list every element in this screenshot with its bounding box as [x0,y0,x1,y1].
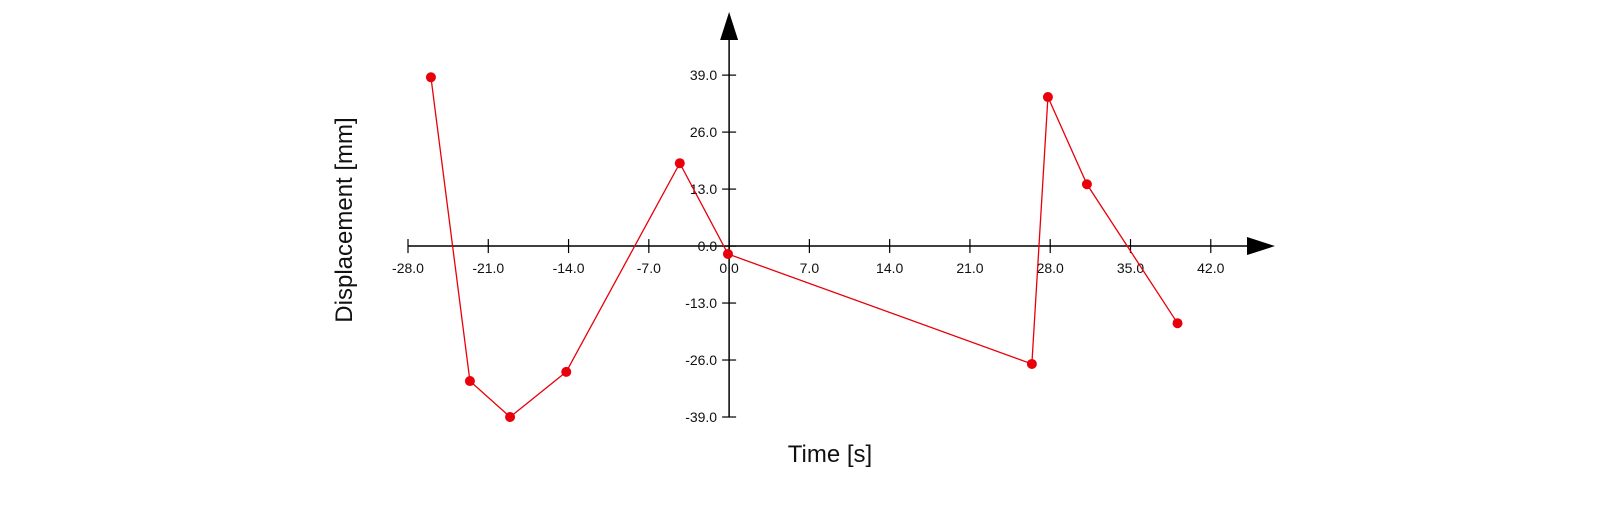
y-tick-label: -13.0 [685,295,717,311]
data-line [430,77,1179,418]
y-tick-label: -26.0 [685,352,717,368]
y-tick-label: -39.0 [685,409,717,425]
x-tick-label: 7.0 [800,260,820,276]
y-tick-label: 0.0 [698,238,718,254]
data-point [505,412,516,422]
x-tick-label: -14.0 [553,260,585,276]
x-tick-label: -21.0 [472,260,504,276]
x-axis-arrow [1247,237,1275,256]
y-axis-title: Displacement [mm] [331,117,358,322]
x-tick-label: 28.0 [1037,260,1064,276]
y-tick-label: 13.0 [690,181,717,197]
data-point [1026,358,1037,369]
data-point [674,158,685,169]
x-tick-label: 21.0 [956,260,983,276]
data-point [722,248,733,259]
x-tick-label: -7.0 [637,260,661,276]
x-tick-label: -28.0 [392,260,424,276]
data-point [561,366,572,377]
data-point [1042,92,1053,103]
data-point [1172,318,1183,329]
y-tick-label: 39.0 [690,67,717,83]
x-tick-label: 42.0 [1197,260,1224,276]
data-point [1081,179,1092,190]
y-axis-arrow [720,12,739,40]
x-tick-label: 35.0 [1117,260,1144,276]
x-axis-title: Time [s] [788,441,872,468]
data-point [464,376,475,387]
x-tick-label: 0.0 [719,260,739,276]
x-tick-label: 14.0 [876,260,903,276]
data-point [425,72,436,83]
y-tick-label: 26.0 [690,124,717,140]
